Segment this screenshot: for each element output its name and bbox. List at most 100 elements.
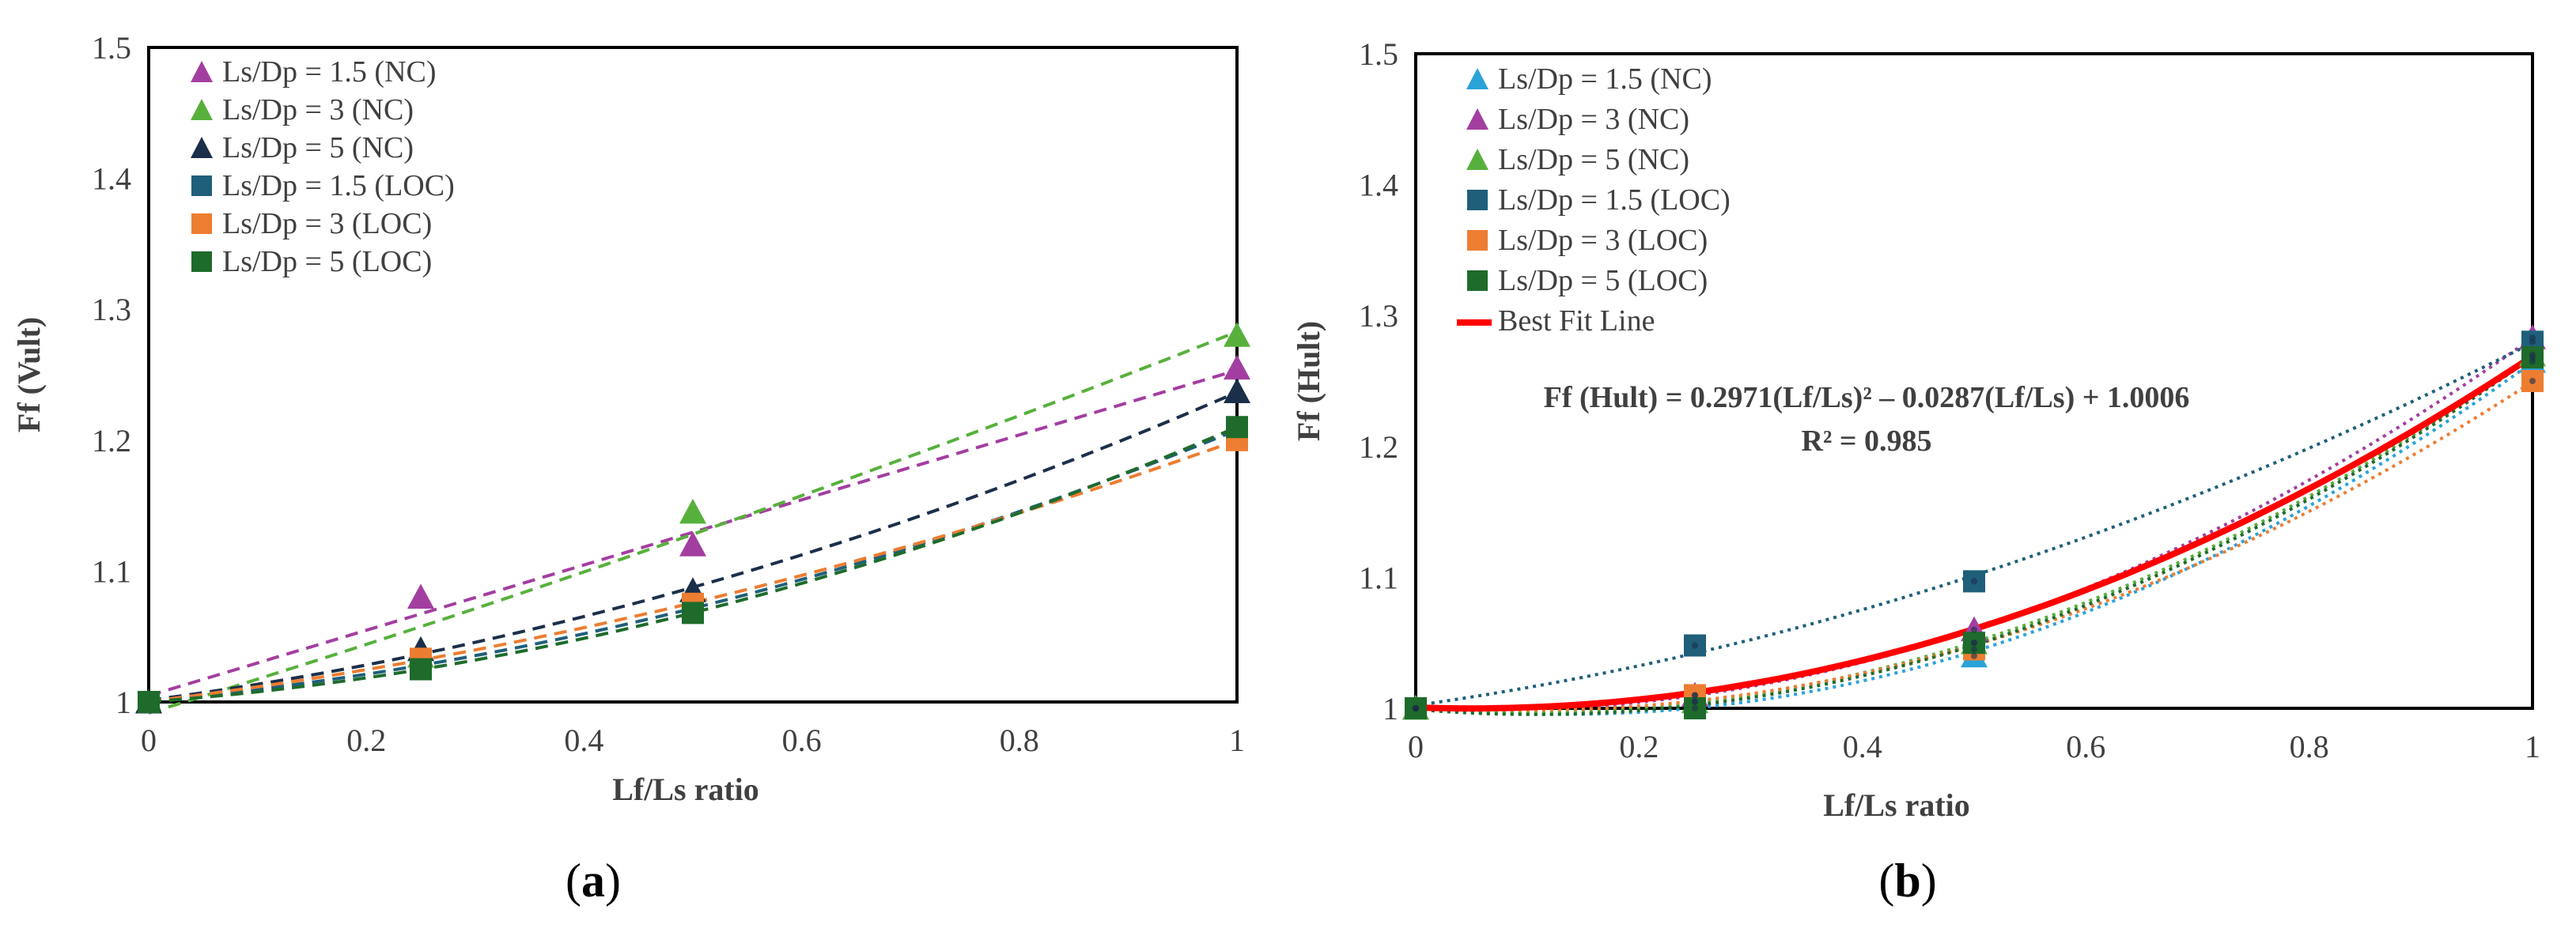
legend-marker [1467,190,1488,210]
y-axis-title-b: Ff (Hult) [1291,321,1326,441]
legend-marker [1467,270,1488,291]
data-point-dot [1971,640,1977,647]
trendline-4 [1415,341,2533,707]
legend-marker [191,175,212,196]
y-tick-label: 1 [115,685,131,720]
legend-marker [1467,230,1488,251]
data-point-dot [1692,642,1698,649]
legend-label: Ls/Dp = 1.5 (LOC) [222,169,455,202]
x-tick-label: 0.6 [782,723,822,758]
x-tick-label: 1 [1229,723,1245,758]
plot-area-b [1414,52,2534,710]
y-tick-label: 1.3 [92,292,131,327]
legend-label: Ls/Dp = 3 (LOC) [222,207,432,240]
legend-label: Ls/Dp = 3 (NC) [1498,103,1689,136]
data-point-dot [1971,626,1977,633]
markers-a [135,322,1250,714]
legend-b: Ls/Dp = 1.5 (NC) Ls/Dp = 3 (NC) Ls/Dp = 5 … [1457,62,1731,338]
data-point-dot [2529,338,2536,345]
data-point [1226,416,1248,439]
data-point [679,498,706,524]
y-tick-labels-a: 1 1.1 1.2 1.3 1.4 1.5 [92,30,131,720]
y-tick-label: 1.2 [92,423,131,458]
x-tick-label: 0.8 [1000,723,1039,758]
y-tick-label: 1.2 [1359,429,1398,465]
legend-marker [191,137,213,158]
x-tick-label: 0 [141,723,157,758]
y-tick-label: 1.5 [92,30,131,66]
data-point-dot [1971,578,1977,585]
data-point [679,531,706,557]
data-point [1224,322,1250,347]
y-tick-label: 1.1 [1359,560,1398,595]
trendline-1 [148,368,1238,698]
data-point [407,583,434,609]
chart-panel-b: 0 0.2 0.4 0.6 0.8 1 1 1.1 1.2 1.3 1.4 1.5 Lf/Ls ra… [1291,36,2546,907]
data-point-dot [1971,652,1977,659]
legend-marker [1466,149,1488,170]
r-squared-label: R² = 0.985 [1802,424,1932,458]
panel-caption-b: (b) [1878,855,1936,907]
chart-panel-a: 0 0.2 0.4 0.6 0.8 1 1 1.1 1.2 1.3 1.4 1.5 Lf/Ls ra… [11,30,1250,907]
legend-marker [191,251,212,272]
y-tick-labels-b: 1 1.1 1.2 1.3 1.4 1.5 [1359,36,1398,726]
equation-label: Ff (Hult) = 0.2971(Lf/Ls)² – 0.0287(Lf/L… [1544,381,2190,414]
y-tick-label: 1 [1383,691,1398,726]
data-point-dot [1692,698,1698,705]
trendline-6 [1415,356,2534,716]
markers-b [1402,324,2546,720]
trendline-5 [148,439,1238,704]
data-point [138,691,160,713]
x-tick-label: 0.4 [564,723,603,758]
trendline-3 [1415,353,2534,715]
legend-marker [1466,68,1488,89]
x-tick-labels-a: 0 0.2 0.4 0.6 0.8 1 [141,723,1245,758]
y-tick-label: 1.1 [92,553,131,589]
legend-marker [191,99,213,120]
x-tick-label: 0.6 [2066,729,2105,764]
legend-marker [191,61,213,82]
y-tick-label: 1.4 [92,161,131,197]
legend-marker [1466,108,1488,130]
data-point-dot [2529,378,2536,384]
legend-label: Best Fit Line [1498,304,1655,338]
data-point [682,602,704,624]
legend-label: Ls/Dp = 5 (LOC) [1498,264,1708,297]
data-point-dot [2529,354,2536,361]
data-point-dot [1692,692,1698,699]
data-point-dot [1692,705,1698,711]
x-axis-title-a: Lf/Ls ratio [612,772,759,807]
legend-marker [191,213,212,234]
y-axis-title-a: Ff (Vult) [11,317,47,432]
data-point [410,658,432,681]
trendline-2 [148,330,1238,715]
x-tick-label: 0 [1408,729,1424,764]
x-tick-label: 0.2 [346,723,386,758]
legend-label: Ls/Dp = 1.5 (LOC) [1498,183,1731,217]
x-tick-label: 0.4 [1843,729,1882,764]
legend-a: Ls/Dp = 1.5 (NC) Ls/Dp = 3 (NC) Ls/Dp = 5 … [191,55,455,278]
legend-label: Ls/Dp = 5 (LOC) [222,245,432,278]
legend-label: Ls/Dp = 3 (NC) [222,93,414,126]
x-tick-label: 1 [2525,729,2540,764]
x-tick-label: 0.2 [1619,729,1659,764]
legend-label: Ls/Dp = 1.5 (NC) [222,55,437,89]
data-point [1224,354,1250,380]
x-tick-label: 0.8 [2290,729,2329,764]
trendline-1 [1415,360,2534,716]
trendline-6 [148,425,1238,704]
y-tick-label: 1.4 [1359,168,1398,203]
panel-caption-a: (a) [566,855,621,907]
legend-label: Ls/Dp = 1.5 (NC) [1498,62,1712,96]
y-tick-label: 1.5 [1359,36,1398,72]
legend-label: Ls/Dp = 3 (LOC) [1498,224,1708,257]
x-axis-title-b: Lf/Ls ratio [1823,787,1970,823]
data-point-dot [1413,705,1419,711]
legend-label: Ls/Dp = 5 (NC) [1498,143,1689,176]
legend-label: Ls/Dp = 5 (NC) [222,131,414,164]
data-point [1224,378,1250,403]
y-tick-label: 1.3 [1359,298,1398,334]
data-point-dot [1971,646,1977,653]
x-tick-labels-b: 0 0.2 0.4 0.6 0.8 1 [1408,729,2540,764]
